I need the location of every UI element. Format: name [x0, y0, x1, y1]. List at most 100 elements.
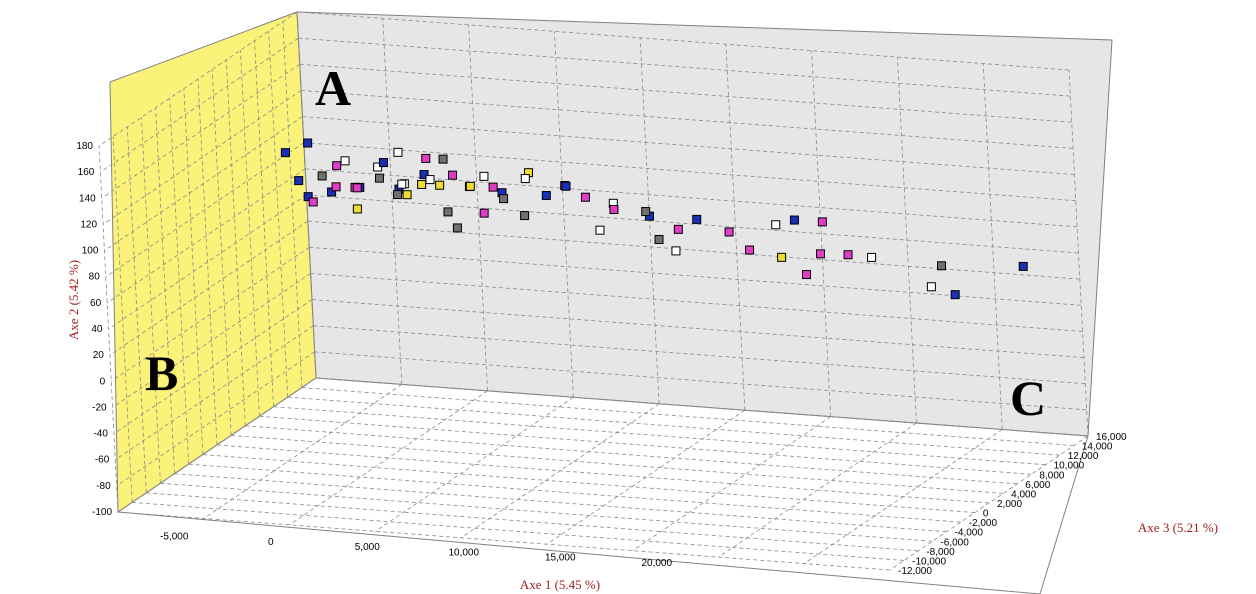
data-point [448, 170, 458, 180]
z-tick-label: 6,000 [1025, 480, 1050, 491]
x-tick-label: 10,000 [448, 547, 479, 558]
back-wall-grid-line [553, 31, 574, 398]
data-point [327, 187, 337, 197]
side-wall-grid-line [100, 37, 299, 173]
data-point [692, 214, 702, 224]
y-tick-label: 60 [90, 298, 102, 309]
side-wall-grid-line [116, 351, 315, 487]
floor-grid-line [245, 425, 1018, 485]
side-wall-grid-line [112, 136, 133, 503]
back-wall-grid-line [314, 351, 1087, 411]
data-point [867, 252, 877, 262]
back-wall-grid-line [725, 44, 746, 411]
data-point [303, 138, 313, 148]
data-point [340, 156, 350, 166]
floor-grid-line [259, 415, 1032, 475]
side-wall-grid-line [106, 168, 306, 304]
floor-grid-line [315, 377, 1089, 437]
z-axis-ticks: -12,000-10,000-8,000-6,000-4,000-2,00002… [898, 432, 1127, 577]
y-tick-label: -60 [95, 455, 110, 466]
side-wall-grid-line [101, 63, 300, 199]
data-point [815, 249, 825, 259]
side-wall-grid-line [110, 246, 310, 382]
data-point [561, 181, 571, 191]
y-tick-label: 0 [100, 376, 106, 387]
x-tick-label: 15,000 [545, 553, 576, 564]
data-point [374, 173, 384, 183]
y-tick-label: 140 [79, 193, 96, 204]
back-wall-grid-line [307, 220, 1080, 280]
panel-label-a: A [315, 60, 351, 116]
data-point [397, 179, 407, 189]
floor-grid-line [117, 511, 891, 571]
data-points [280, 138, 1028, 300]
back-wall-panel [296, 11, 1113, 437]
floor-grid-line [160, 482, 933, 542]
back-wall-grid-line [303, 142, 1076, 202]
data-point [580, 192, 590, 202]
data-point [419, 170, 429, 180]
data-point [843, 250, 853, 260]
data-point [671, 246, 681, 256]
side-wall-grid-line [126, 126, 147, 493]
floor-grid-line [301, 387, 1074, 446]
data-point [520, 174, 530, 184]
floor-grid-line [375, 397, 574, 532]
data-point [673, 224, 683, 234]
z-tick-label: 2,000 [997, 499, 1022, 510]
z-tick-label: 12,000 [1068, 451, 1099, 462]
z-tick-label: 16,000 [1096, 432, 1127, 443]
back-wall-grid-line [1068, 69, 1089, 437]
side-wall-grid-line [141, 117, 161, 484]
z-tick-label: 4,000 [1011, 489, 1036, 500]
panel-label-b: B [145, 345, 178, 401]
z-axis-title: Axe 3 (5.21 %) [1138, 520, 1218, 535]
floor-grid-line [202, 454, 975, 513]
data-point [378, 158, 388, 168]
floor-grid-line [287, 396, 1060, 456]
data-point [724, 227, 734, 237]
back-wall-grid-line [982, 63, 1003, 430]
data-point [443, 207, 453, 217]
data-point [817, 217, 827, 227]
data-point [303, 192, 313, 202]
y-tick-label: -80 [96, 481, 111, 492]
floor-grid-line [632, 416, 831, 551]
side-wall-grid-line [225, 59, 246, 426]
z-tick-label: -4,000 [955, 528, 984, 539]
data-point [452, 223, 462, 233]
data-point [771, 220, 781, 230]
data-point [438, 154, 448, 164]
floor-grid-line [889, 435, 1089, 571]
data-point [1018, 261, 1028, 271]
x-tick-label: 0 [268, 537, 274, 548]
z-tick-label: -12,000 [898, 566, 932, 577]
grid-lines [98, 11, 1089, 571]
y-tick-label: 160 [78, 167, 95, 178]
back-wall-grid-line [310, 273, 1083, 332]
side-wall-grid-line [155, 107, 175, 474]
x-axis-title: Axe 1 (5.45 %) [520, 577, 600, 592]
y-tick-label: 40 [91, 324, 103, 335]
data-point [479, 171, 489, 181]
x-tick-label: 5,000 [355, 542, 380, 553]
back-wall-grid-line [639, 37, 660, 404]
data-point [488, 182, 498, 192]
side-wall-grid-line [169, 98, 190, 465]
back-wall-grid-line [298, 37, 1071, 97]
data-point [402, 190, 412, 200]
side-wall-grid-line [268, 31, 289, 398]
x-tick-label: 20,000 [641, 558, 672, 569]
z-tick-label: 8,000 [1039, 470, 1064, 481]
data-point [950, 290, 960, 300]
data-point [745, 245, 755, 255]
y-tick-label: -40 [93, 429, 108, 440]
z-tick-label: -8,000 [926, 547, 955, 558]
back-wall-grid-line [306, 194, 1079, 254]
data-point [280, 148, 290, 158]
back-wall-grid-line [468, 24, 488, 391]
z-tick-label: 0 [983, 509, 989, 520]
y-tick-label: 20 [93, 350, 105, 361]
back-wall-grid-line [302, 116, 1075, 175]
